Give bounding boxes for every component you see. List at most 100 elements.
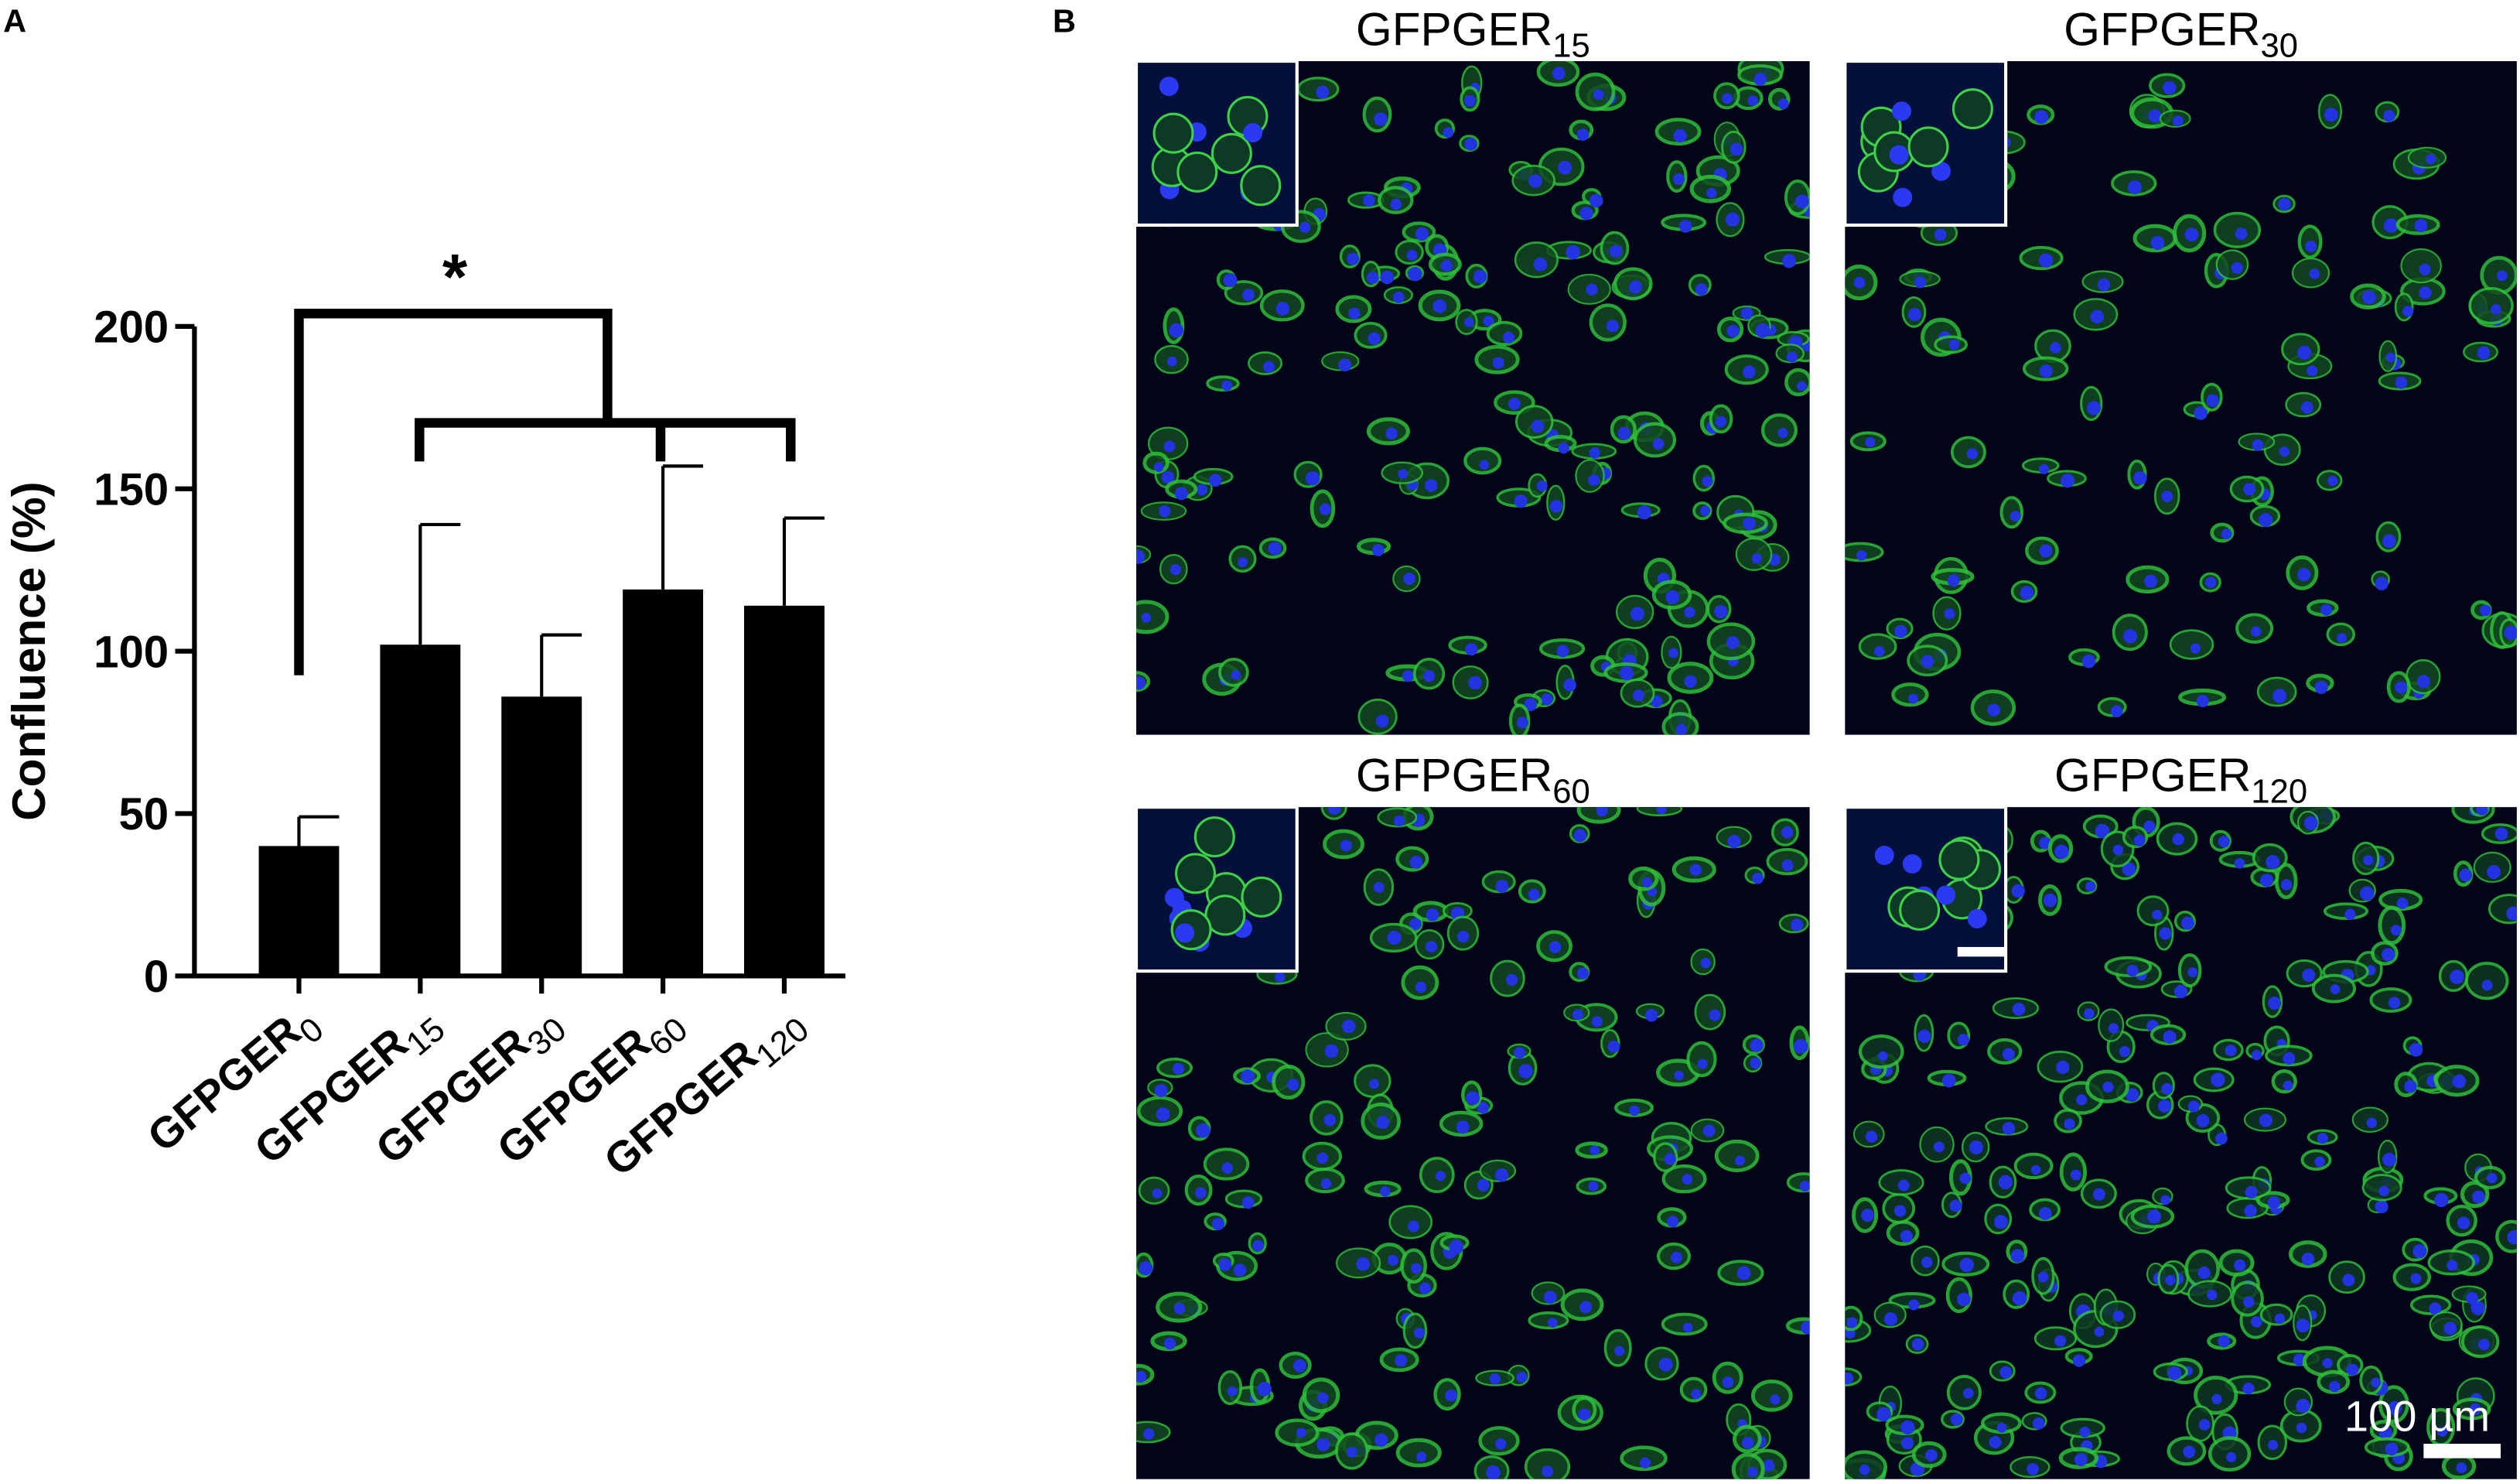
nucleus [1632, 689, 1645, 702]
nucleus [1695, 283, 1708, 296]
nucleus [2366, 1117, 2377, 1128]
nucleus [1221, 1162, 1234, 1174]
nucleus [1406, 249, 1418, 261]
nucleus [2074, 1453, 2088, 1467]
nucleus [2119, 1046, 2131, 1058]
nucleus [2020, 586, 2034, 600]
nucleus [2218, 1335, 2231, 1348]
nucleus [1589, 447, 1601, 459]
nucleus [1393, 815, 1405, 827]
nucleus [1753, 73, 1767, 86]
nucleus [2383, 110, 2395, 122]
nucleus [1907, 307, 1922, 322]
nucleus [2032, 1417, 2045, 1430]
nucleus [1947, 574, 1960, 587]
nucleus [1338, 358, 1352, 372]
micrograph-title: GFPGER30 [2064, 2, 2298, 64]
nucleus [2272, 689, 2287, 703]
nucleus [1853, 276, 1866, 289]
nucleus [1492, 357, 1504, 369]
nucleus [1641, 877, 1653, 888]
nucleus [1252, 1240, 1265, 1252]
nucleus [1957, 1292, 1971, 1307]
nucleus [1591, 1016, 1603, 1028]
nucleus [1316, 1152, 1328, 1164]
nucleus [2267, 1196, 2280, 1209]
nucleus [1762, 1459, 1775, 1472]
inset-cell [1175, 853, 1217, 894]
nucleus [2108, 1023, 2119, 1034]
nucleus [2180, 916, 2194, 930]
nucleus [1341, 1019, 1356, 1034]
nucleus [1385, 427, 1398, 440]
nucleus [1435, 1171, 1446, 1181]
cells [1845, 61, 2517, 727]
nucleus [2161, 491, 2173, 503]
panel-label: B [1053, 3, 1076, 39]
nucleus [1934, 228, 1947, 241]
nucleus [1786, 351, 1798, 363]
nucleus [2211, 1393, 2222, 1404]
cell-membrane [1136, 600, 1170, 634]
nucleus [1299, 221, 1311, 233]
nucleus [2314, 1156, 2325, 1168]
nucleus [1141, 613, 1152, 623]
nucleus [1409, 918, 1422, 931]
nucleus [1374, 112, 1388, 126]
nucleus [1697, 1058, 1708, 1069]
nucleus [1619, 665, 1634, 681]
inset-scale-bar [1957, 946, 2006, 957]
nucleus [1402, 670, 1415, 682]
nucleus [1518, 1064, 1533, 1079]
nucleus [1169, 323, 1184, 338]
nucleus [2314, 680, 2328, 694]
nucleus [2012, 1291, 2027, 1306]
nucleus [1894, 624, 1907, 638]
nucleus [2126, 964, 2139, 977]
nucleus [1576, 128, 1590, 142]
nucleus [2297, 568, 2311, 582]
nucleus [1136, 549, 1145, 564]
bar [258, 846, 340, 976]
nucleus [2243, 1296, 2255, 1308]
nucleus [2092, 1188, 2105, 1201]
nucleus [2496, 270, 2508, 282]
nucleus [2030, 1164, 2041, 1175]
nucleus [2038, 253, 2054, 268]
nucleus [2165, 1274, 2176, 1286]
nucleus [2196, 695, 2209, 708]
nucleus [1994, 1215, 2008, 1229]
nucleus [2190, 643, 2201, 654]
nucleus [1143, 1428, 1155, 1440]
nucleus [1586, 283, 1598, 296]
nucleus [1376, 1116, 1390, 1130]
nucleus [1883, 1312, 1898, 1326]
nucleus [1416, 1452, 1427, 1462]
nucleus [1950, 1413, 1963, 1426]
significance-star: * [442, 241, 468, 313]
nucleus [1161, 470, 1175, 484]
nucleus [2133, 834, 2146, 846]
nucleus [2402, 306, 2414, 317]
nucleus [1925, 1448, 1938, 1462]
nucleus [1477, 1178, 1490, 1192]
nucleus [2094, 1326, 2105, 1337]
nucleus [1944, 608, 1955, 620]
nucleus [2412, 1244, 2427, 1259]
nucleus [2251, 1316, 2262, 1328]
nucleus [1419, 1282, 1431, 1294]
nucleus [1483, 316, 1494, 327]
nucleus [2494, 827, 2508, 841]
nucleus [1374, 1433, 1388, 1447]
nucleus [1876, 1407, 1891, 1422]
nucleus [2434, 1192, 2449, 1208]
nucleus [1859, 1464, 1870, 1475]
nucleus [1563, 679, 1576, 692]
nucleus [2221, 528, 2232, 540]
nucleus [1152, 1188, 1163, 1198]
nucleus [2378, 1426, 2392, 1440]
nucleus [2465, 1291, 2479, 1304]
nucleus [1665, 590, 1680, 604]
inset-cell [1193, 816, 1235, 858]
nucleus [2302, 968, 2316, 982]
